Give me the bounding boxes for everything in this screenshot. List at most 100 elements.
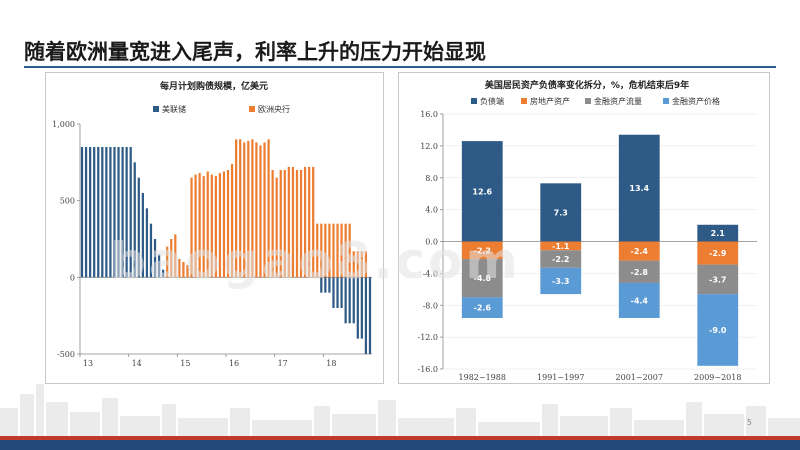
chart1-bar xyxy=(255,142,258,278)
chart1-bar xyxy=(336,223,339,278)
chart1-bar xyxy=(283,170,286,278)
chart1-bar xyxy=(210,174,213,278)
legend-swatch-fin-price xyxy=(663,98,669,104)
chart1-bar xyxy=(166,246,169,278)
chart1-bar xyxy=(109,147,112,278)
slide-title: 随着欧洲量宽进入尾声，利率上升的压力开始显现 xyxy=(24,40,486,64)
legend-swatch-liabilities xyxy=(471,98,477,104)
chart2-bars: 12.6 -2.2 -4.8 -2.6 7.3 -1.1 -2.2 -3.3 13.4 -2.4 -… xyxy=(461,134,739,366)
chart1-bar xyxy=(182,262,185,278)
chart2-y-tick-label: -16.0 xyxy=(417,365,438,374)
chart2-data-label: -2.4 xyxy=(631,247,649,256)
chart1-bar xyxy=(198,173,201,278)
chart1-bar xyxy=(308,166,311,278)
chart1-bar xyxy=(141,193,144,278)
chart1-bar xyxy=(117,147,120,278)
chart1-bar xyxy=(291,166,295,278)
chart1-bar xyxy=(239,139,242,278)
chart1-bar xyxy=(247,140,250,278)
chart-panel-household-leverage: 美国居民资产负债率变化拆分，%，危机结束后9年 负债端 房地产资产 金融资产流量… xyxy=(398,72,770,384)
chart1-bar xyxy=(93,147,96,278)
chart2-y-tick-label: 0.0 xyxy=(425,238,438,247)
chart2-category-label: 1991~1997 xyxy=(537,373,584,382)
chart2-data-label: -2.2 xyxy=(474,246,492,255)
city-skyline-decoration xyxy=(0,384,800,440)
chart2-segment xyxy=(540,183,582,242)
household-leverage-chart: 美国居民资产负债率变化拆分，%，危机结束后9年 负债端 房地产资产 金融资产流量… xyxy=(417,79,757,382)
chart1-bar xyxy=(279,170,282,278)
chart1-bar xyxy=(80,147,84,278)
chart1-bar xyxy=(186,265,189,278)
chart1-y-tick-label: 0 xyxy=(70,273,75,282)
chart2-segment xyxy=(540,250,582,268)
chart1-x-tick-label: 14 xyxy=(132,359,142,368)
chart1-x-tick-label: 16 xyxy=(229,359,239,368)
chart1-bar xyxy=(348,277,351,324)
chart1-bar xyxy=(137,177,140,278)
chart1-bar xyxy=(214,176,217,278)
chart2-data-label: -2.8 xyxy=(631,268,649,277)
chart2-data-label: -9.0 xyxy=(709,326,727,335)
chart1-bar xyxy=(206,171,209,278)
legend-label-ecb: 欧洲央行 xyxy=(258,104,290,114)
chart2-data-label: -1.1 xyxy=(552,242,570,251)
chart1-bar xyxy=(328,223,331,278)
chart1-x-tick-label: 17 xyxy=(278,359,288,368)
title-rule xyxy=(24,66,776,68)
chart1-bar xyxy=(332,277,335,308)
chart1-bar xyxy=(145,208,149,278)
chart1-bar xyxy=(295,170,299,278)
chart1-title: 每月计划购债规模，亿美元 xyxy=(160,80,268,92)
chart1-bar xyxy=(243,142,246,278)
chart2-segment xyxy=(697,224,739,242)
chart1-bar xyxy=(129,147,132,278)
chart2-segment xyxy=(618,260,660,283)
chart2-segment xyxy=(540,241,582,251)
chart1-bar xyxy=(133,162,136,278)
chart2-segment xyxy=(461,241,503,260)
legend-swatch-fed xyxy=(153,106,159,112)
chart2-data-label: -4.4 xyxy=(631,296,649,305)
page-number: 5 xyxy=(746,418,752,427)
chart1-bar xyxy=(222,171,226,278)
chart1-bar xyxy=(263,142,266,278)
chart-panel-monthly-purchases: 每月计划购债规模，亿美元 美联储 欧洲央行 -500 0 500 1,000 13 14 1… xyxy=(45,72,384,384)
chart1-bar xyxy=(368,277,372,354)
chart2-segment xyxy=(540,267,582,295)
chart1-bar xyxy=(344,223,347,278)
chart1-bar xyxy=(356,277,359,339)
chart2-data-label: -2.9 xyxy=(709,249,727,258)
chart1-bar xyxy=(194,174,197,278)
chart1-bar xyxy=(162,269,165,278)
chart1-bar xyxy=(202,176,205,278)
chart1-bar xyxy=(89,147,92,278)
chart1-bar xyxy=(324,277,327,293)
chart2-y-tick-label: 4.0 xyxy=(425,206,438,215)
footer-bar xyxy=(0,436,800,450)
chart1-bar xyxy=(174,234,177,278)
chart2-data-label: -2.2 xyxy=(552,255,570,264)
chart1-bar xyxy=(113,147,116,278)
legend-label-liabilities: 负债端 xyxy=(480,96,504,106)
chart1-bar xyxy=(259,145,262,278)
chart1-bar xyxy=(97,147,100,278)
legend-swatch-fin-flow xyxy=(585,98,591,104)
chart1-x-tick-label: 13 xyxy=(83,359,93,368)
chart1-bars xyxy=(80,139,372,354)
chart1-bar xyxy=(320,277,323,293)
chart1-bar xyxy=(336,277,339,308)
legend-label-fed: 美联储 xyxy=(162,104,186,114)
chart1-bar xyxy=(316,223,319,278)
chart1-y-tick-label: 500 xyxy=(60,197,75,206)
chart1-bar xyxy=(340,277,343,308)
chart1-bar xyxy=(364,251,368,278)
chart1-bar xyxy=(178,258,181,278)
chart2-y-tick-label: 12.0 xyxy=(420,142,438,151)
chart2-y-tick-label: 8.0 xyxy=(425,174,438,183)
legend-label-fin-flow: 金融资产流量 xyxy=(594,96,642,106)
chart2-data-label: 13.4 xyxy=(629,184,649,193)
chart1-bar xyxy=(287,166,290,278)
legend-swatch-ecb xyxy=(249,106,255,112)
chart1-bar xyxy=(149,223,153,278)
chart2-segment xyxy=(461,141,503,242)
